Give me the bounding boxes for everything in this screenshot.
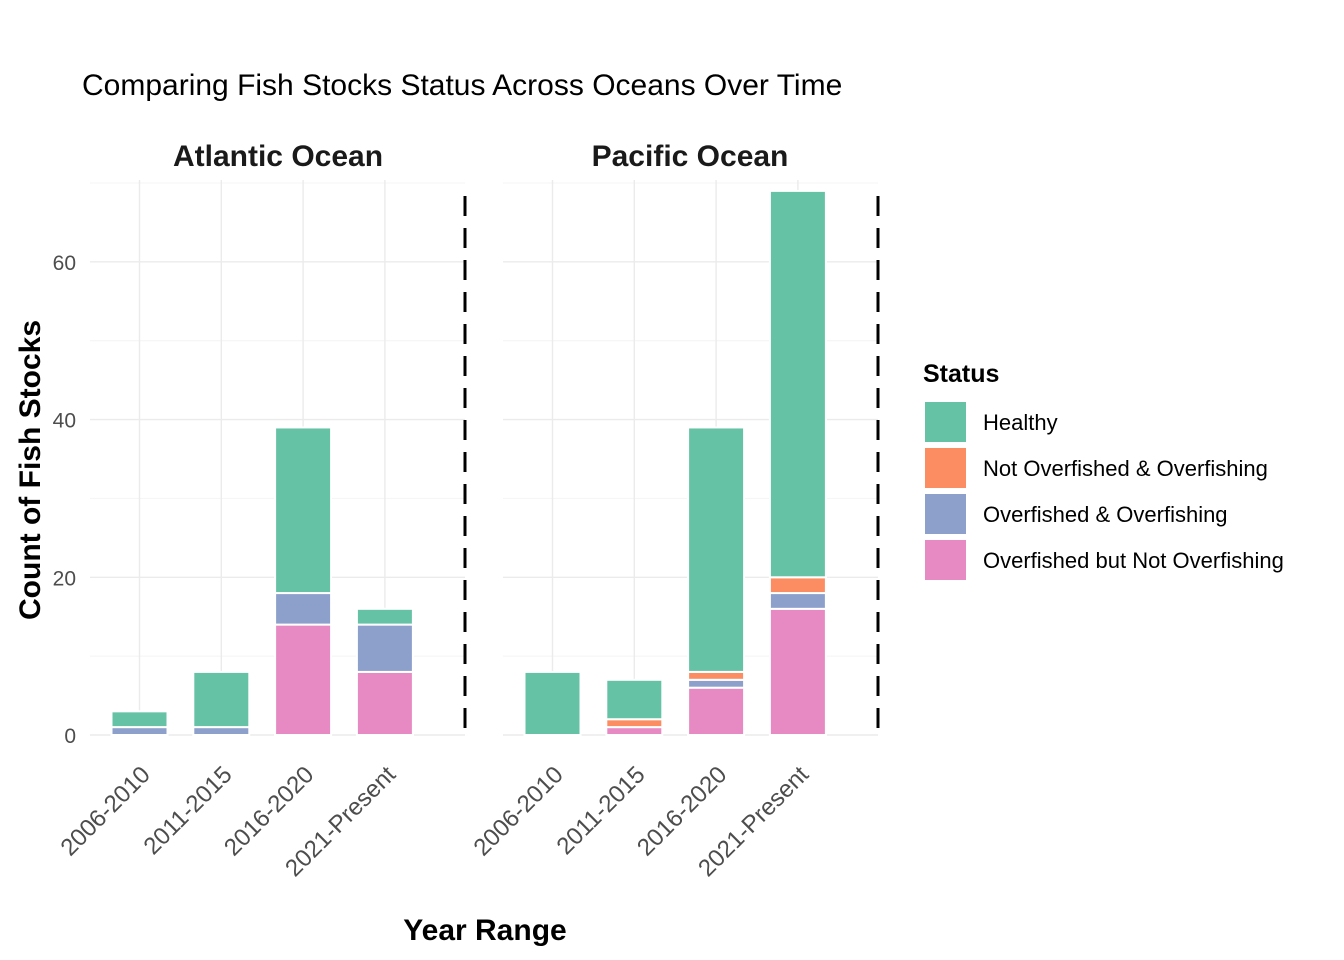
panel-bars bbox=[110, 426, 414, 737]
legend-label-not-overfished-overfishing: Not Overfished & Overfishing bbox=[983, 456, 1268, 481]
bar-overfished-but-not-overfishing-2016-2020 bbox=[274, 623, 333, 736]
panel-pacific: Pacific Ocean 2006-20102011-20152016-202… bbox=[468, 140, 880, 882]
legend-swatch-overfished-overfishing bbox=[925, 494, 966, 534]
bar-overfished-but-not-overfishing-2021-present bbox=[355, 670, 414, 737]
bar-overfished-but-not-overfishing-2016-2020 bbox=[687, 686, 746, 737]
y-tick-label: 40 bbox=[53, 410, 76, 433]
chart-title: Comparing Fish Stocks Status Across Ocea… bbox=[82, 69, 842, 102]
legend-label-overfished-but-not-overfishing: Overfished but Not Overfishing bbox=[983, 548, 1284, 573]
legend-label-healthy: Healthy bbox=[983, 410, 1058, 435]
bar-healthy-2006-2010 bbox=[110, 710, 169, 729]
bar-overfished-overfishing-2006-2010 bbox=[110, 726, 169, 736]
bar-overfished-overfishing-2021-present bbox=[355, 623, 414, 673]
bar-healthy-2016-2020 bbox=[274, 426, 333, 595]
legend-swatch-not-overfished-overfishing bbox=[925, 448, 966, 488]
y-tick-labels: 0 20 40 60 bbox=[53, 252, 76, 748]
bar-overfished-overfishing-2021-present bbox=[768, 592, 827, 610]
x-axis-title: Year Range bbox=[403, 914, 566, 947]
bar-overfished-but-not-overfishing-2011-2015 bbox=[605, 726, 664, 736]
bar-healthy-2011-2015 bbox=[605, 678, 664, 721]
panel-atlantic: Atlantic Ocean 2006-20102011-20152016-20… bbox=[55, 140, 467, 882]
bar-healthy-2021-present bbox=[768, 189, 827, 579]
panel-bars bbox=[523, 189, 827, 737]
bar-overfished-overfishing-2011-2015 bbox=[192, 726, 251, 736]
bar-overfished-overfishing-2016-2020 bbox=[687, 678, 746, 689]
bar-healthy-2016-2020 bbox=[687, 426, 746, 673]
legend-swatch-healthy bbox=[925, 402, 966, 442]
legend-swatch-overfished-but-not-overfishing bbox=[925, 540, 966, 580]
legend-title: Status bbox=[923, 360, 999, 388]
bar-not-overfished-overfishing-2021-present bbox=[768, 576, 827, 595]
y-axis-title: Count of Fish Stocks bbox=[14, 320, 47, 620]
bar-overfished-overfishing-2016-2020 bbox=[274, 592, 333, 626]
y-tick-label: 20 bbox=[53, 567, 76, 590]
bar-overfished-but-not-overfishing-2021-present bbox=[768, 607, 827, 736]
bar-not-overfished-overfishing-2016-2020 bbox=[687, 670, 746, 681]
y-tick-label: 60 bbox=[53, 252, 76, 275]
x-tick-label: 2006-2010 bbox=[55, 761, 155, 861]
x-tick-label: 2006-2010 bbox=[468, 761, 568, 861]
panel-title-atlantic: Atlantic Ocean bbox=[173, 140, 383, 173]
legend-items: Healthy Not Overfished & Overfishing Overf… bbox=[925, 402, 1284, 580]
bar-healthy-2011-2015 bbox=[192, 670, 251, 729]
bar-healthy-2006-2010 bbox=[523, 670, 582, 737]
y-tick-label: 0 bbox=[64, 725, 76, 748]
bar-not-overfished-overfishing-2011-2015 bbox=[605, 718, 664, 729]
legend-label-overfished-overfishing: Overfished & Overfishing bbox=[983, 502, 1228, 527]
bar-healthy-2021-present bbox=[355, 607, 414, 626]
legend: Status Healthy Not Overfished & Overfishi… bbox=[923, 360, 1284, 580]
panel-title-pacific: Pacific Ocean bbox=[592, 140, 789, 173]
